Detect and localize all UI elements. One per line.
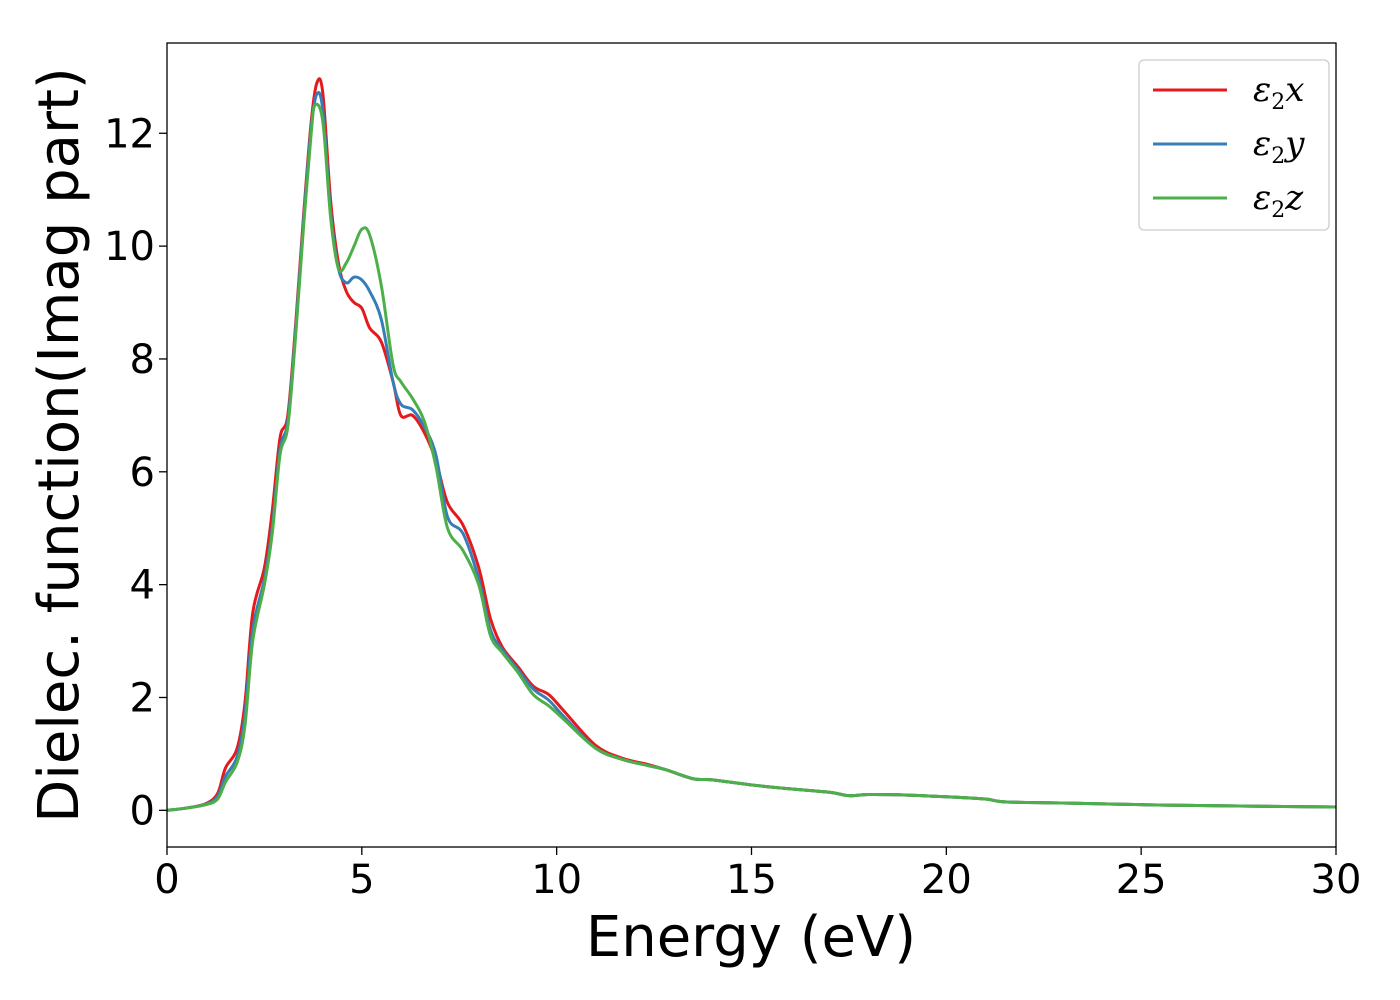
y-tick-label: 6: [130, 450, 155, 496]
x-tick-label: 25: [1116, 857, 1167, 903]
x-tick-label: 15: [726, 857, 777, 903]
y-axis-label: Dielec. function(Imag part): [27, 67, 92, 823]
legend-entry: ε2z: [1253, 178, 1304, 223]
x-axis-label: Energy (eV): [586, 905, 916, 970]
x-tick-label: 0: [154, 857, 179, 903]
y-tick-label: 4: [130, 563, 155, 609]
series-line-3: [166, 102, 1337, 812]
y-tick-label: 10: [104, 224, 155, 270]
x-tick-label: 10: [531, 857, 582, 903]
x-tick-label: 20: [921, 857, 972, 903]
series-lines: [166, 77, 1337, 812]
legend-box: [1138, 59, 1330, 231]
y-axis-ticks: 0 2 4 6 8 10 12: [104, 111, 167, 834]
y-tick-label: 2: [130, 675, 155, 721]
legend-entry: ε2x: [1253, 70, 1304, 115]
y-tick-label: 0: [130, 788, 155, 834]
y-tick-label: 8: [130, 337, 155, 383]
x-tick-label: 5: [349, 857, 374, 903]
legend: ε2x ε2y ε2z: [1138, 59, 1330, 231]
legend-entry: ε2y: [1253, 124, 1305, 169]
y-tick-label: 12: [104, 111, 155, 157]
x-axis-ticks: 0 5 10 15 20 25 30: [154, 847, 1361, 903]
x-tick-label: 30: [1311, 857, 1362, 903]
